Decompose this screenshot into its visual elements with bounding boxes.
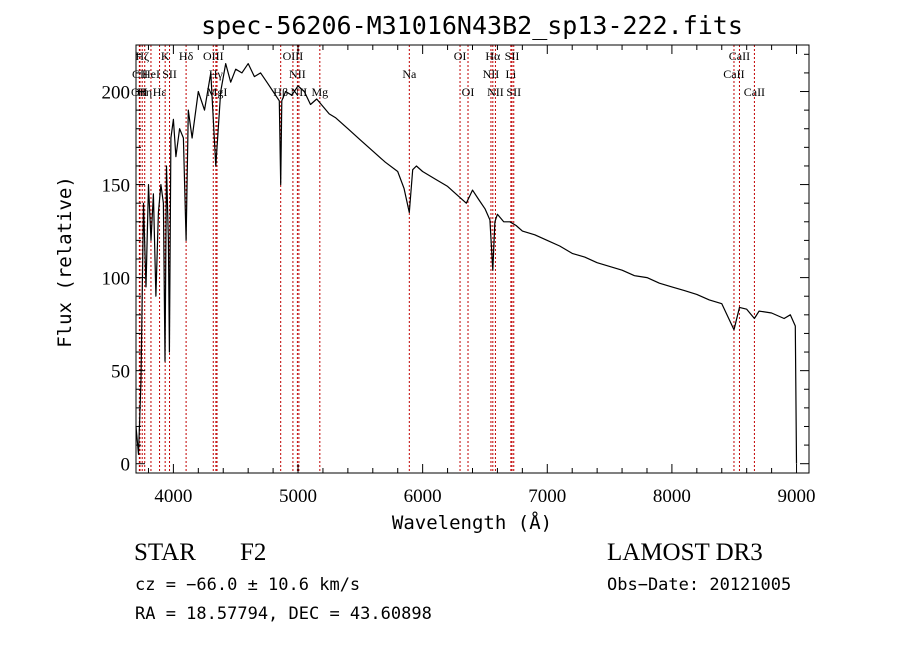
y-axis-ticks: 0 50 100 150 200 — [102, 53, 809, 476]
y-tick-label-0: 0 — [121, 455, 131, 476]
line-marker-label-21: NII — [483, 67, 500, 81]
line-markers — [138, 45, 755, 473]
cz-text: cz = −66.0 ± 10.6 km/s — [135, 575, 360, 595]
line-marker-label-14: NII — [289, 67, 306, 81]
line-marker-label-15: NII — [291, 85, 308, 99]
y-tick-label-4: 200 — [102, 83, 131, 104]
obs-date-text: Obs−Date: 20121005 — [607, 575, 791, 595]
line-marker-label-25: SII — [506, 85, 521, 99]
x-tick-label-2: 6000 — [404, 486, 442, 507]
y-axis-label: Flux (relative) — [54, 176, 76, 348]
line-marker-label-6: K — [161, 49, 170, 63]
line-marker-label-18: OI — [454, 49, 467, 63]
x-tick-label-4: 8000 — [653, 486, 691, 507]
line-marker-label-27: CaII — [723, 67, 744, 81]
x-tick-label-5: 9000 — [778, 486, 816, 507]
line-marker-label-16: Mg — [311, 85, 328, 99]
line-marker-label-17: Na — [402, 67, 417, 81]
x-tick-label-3: 7000 — [528, 486, 566, 507]
line-marker-label-7: SII — [162, 67, 177, 81]
y-tick-label-3: 150 — [102, 176, 131, 197]
line-marker-label-20: Hα — [485, 49, 501, 63]
x-tick-label-1: 5000 — [279, 486, 317, 507]
series-group — [135, 63, 798, 464]
line-marker-label-26: CaII — [729, 49, 750, 63]
line-marker-label-24: Li — [506, 67, 517, 81]
x-axis-label: Wavelength (Å) — [392, 511, 552, 534]
line-marker-label-19: OI — [462, 85, 475, 99]
line-marker-label-2: Hζ — [135, 49, 149, 63]
line-marker-label-9: OIII — [203, 49, 224, 63]
x-axis-ticks: 4000 5000 6000 7000 8000 9000 — [147, 45, 816, 507]
line-marker-label-11: MgI — [207, 85, 228, 99]
chart-title: spec-56206-M31016N43B2_sp13-222.fits — [201, 11, 743, 40]
line-marker-label-5: Hε — [153, 85, 167, 99]
y-tick-label-1: 50 — [111, 362, 130, 383]
class-text: STAR — [134, 539, 196, 566]
x-tick-label-0: 4000 — [154, 486, 192, 507]
y-tick-label-2: 100 — [102, 269, 131, 290]
series-line-spectrum — [135, 63, 798, 464]
survey-text: LAMOST DR3 — [607, 539, 763, 566]
line-marker-label-28: CaII — [744, 85, 765, 99]
line-marker-label-23: SII — [505, 49, 520, 63]
line-marker-label-8: Hδ — [179, 49, 194, 63]
line-marker-label-22: NII — [487, 85, 504, 99]
line-marker-label-4: HeI — [142, 67, 160, 81]
plot-frame — [135, 44, 810, 474]
line-marker-label-10: Hγ — [209, 67, 224, 81]
radec-text: RA = 18.57794, DEC = 43.60898 — [135, 604, 432, 624]
subclass-text: F2 — [240, 539, 266, 566]
line-marker-label-13: OIII — [283, 49, 304, 63]
